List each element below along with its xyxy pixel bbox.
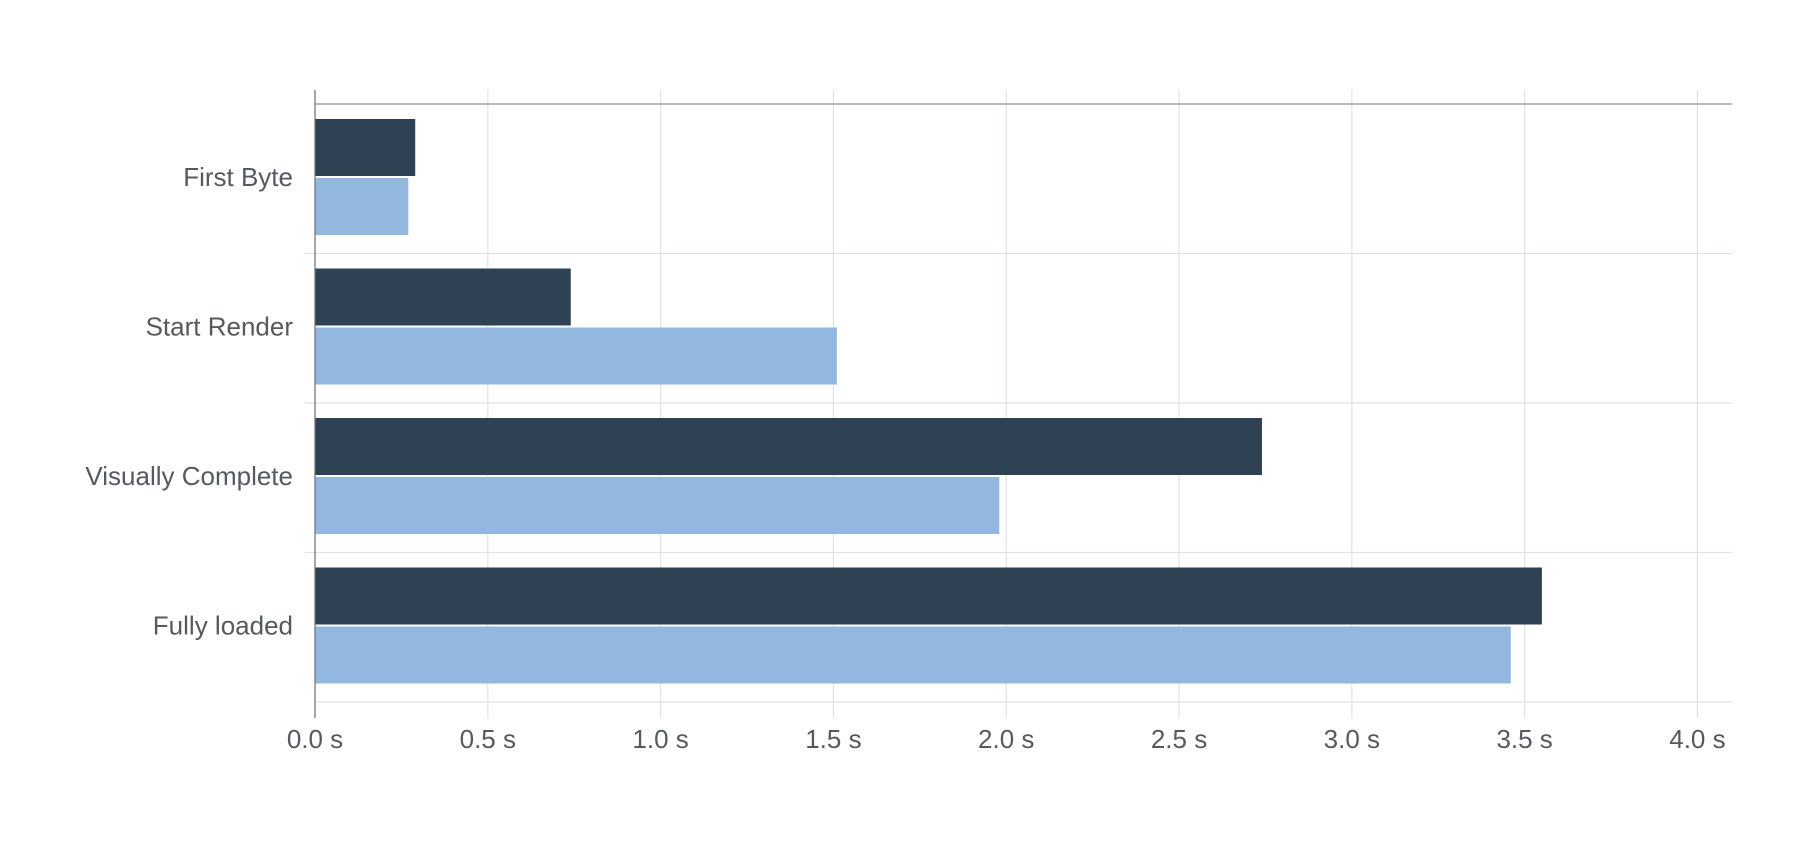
bar-2-first-byte bbox=[315, 178, 409, 235]
x-tick-label: 3.5 s bbox=[1496, 724, 1552, 754]
category-label: Visually Complete bbox=[85, 461, 293, 491]
bars bbox=[315, 119, 1542, 684]
bar-2-visually-complete bbox=[315, 477, 1000, 534]
x-tick-label: 2.5 s bbox=[1151, 724, 1207, 754]
x-tick-label: 4.0 s bbox=[1669, 724, 1725, 754]
bar-1-fully-loaded bbox=[315, 567, 1542, 625]
x-tick-label: 0.5 s bbox=[460, 724, 516, 754]
bar-2-fully-loaded bbox=[315, 626, 1511, 684]
grid-lines bbox=[305, 90, 1732, 718]
category-label: First Byte bbox=[183, 162, 293, 192]
x-tick-label: 0.0 s bbox=[287, 724, 343, 754]
category-label: Start Render bbox=[146, 312, 294, 342]
x-tick-label: 3.0 s bbox=[1324, 724, 1380, 754]
category-label: Fully loaded bbox=[153, 611, 293, 641]
x-tick-label: 1.5 s bbox=[805, 724, 861, 754]
bar-1-start-render bbox=[315, 268, 571, 326]
bar-1-visually-complete bbox=[315, 418, 1262, 475]
labels: First Byte Start Render Visually Complete F… bbox=[85, 162, 1725, 754]
x-tick-label: 1.0 s bbox=[632, 724, 688, 754]
bar-2-start-render bbox=[315, 327, 837, 385]
axes bbox=[314, 90, 1732, 718]
bar-1-first-byte bbox=[315, 119, 416, 176]
x-tick-label: 2.0 s bbox=[978, 724, 1034, 754]
